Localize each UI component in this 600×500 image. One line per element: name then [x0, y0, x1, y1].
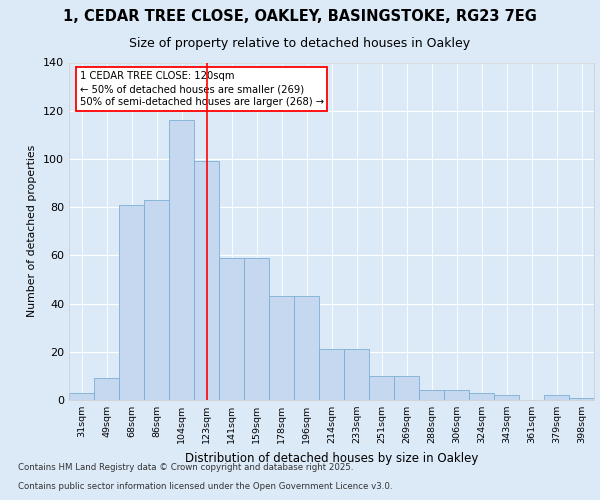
Bar	[319, 350, 344, 400]
Text: Size of property relative to detached houses in Oakley: Size of property relative to detached ho…	[130, 37, 470, 50]
Bar	[119, 204, 144, 400]
Bar	[569, 398, 594, 400]
Bar	[544, 395, 569, 400]
Bar	[369, 376, 394, 400]
Bar	[94, 378, 119, 400]
Bar	[194, 162, 219, 400]
Bar	[69, 393, 94, 400]
Bar	[244, 258, 269, 400]
Bar	[394, 376, 419, 400]
Bar	[219, 258, 244, 400]
X-axis label: Distribution of detached houses by size in Oakley: Distribution of detached houses by size …	[185, 452, 478, 464]
Bar	[344, 350, 369, 400]
Bar	[444, 390, 469, 400]
Bar	[419, 390, 444, 400]
Bar	[144, 200, 169, 400]
Y-axis label: Number of detached properties: Number of detached properties	[28, 145, 37, 318]
Bar	[294, 296, 319, 400]
Bar	[269, 296, 294, 400]
Text: Contains HM Land Registry data © Crown copyright and database right 2025.: Contains HM Land Registry data © Crown c…	[18, 464, 353, 472]
Text: 1, CEDAR TREE CLOSE, OAKLEY, BASINGSTOKE, RG23 7EG: 1, CEDAR TREE CLOSE, OAKLEY, BASINGSTOKE…	[63, 9, 537, 24]
Text: 1 CEDAR TREE CLOSE: 120sqm
← 50% of detached houses are smaller (269)
50% of sem: 1 CEDAR TREE CLOSE: 120sqm ← 50% of deta…	[79, 71, 323, 108]
Bar	[494, 395, 519, 400]
Bar	[469, 393, 494, 400]
Bar	[169, 120, 194, 400]
Text: Contains public sector information licensed under the Open Government Licence v3: Contains public sector information licen…	[18, 482, 392, 491]
